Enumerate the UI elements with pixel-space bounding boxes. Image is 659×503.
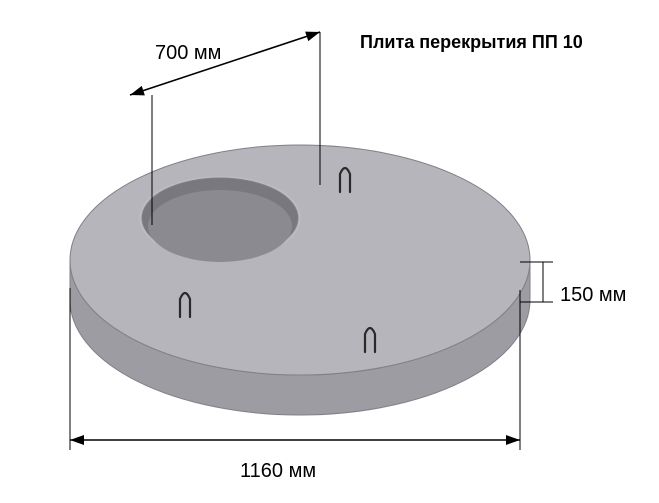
dim-outer-diameter-label: 1160 мм xyxy=(240,460,316,483)
dim-thickness-label: 150 мм xyxy=(560,284,626,307)
diagram-canvas xyxy=(0,0,659,503)
diagram-title: Плита перекрытия ПП 10 xyxy=(360,32,583,53)
dim-hole-diameter-label: 700 мм xyxy=(155,42,221,65)
